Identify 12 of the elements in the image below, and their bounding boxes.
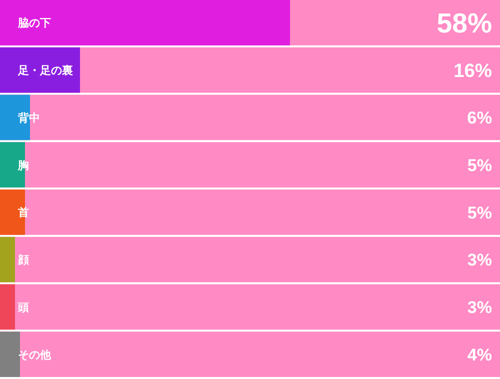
y-tick-label: 顔 xyxy=(17,254,29,267)
data-label: 5% xyxy=(467,156,492,175)
data-label: 3% xyxy=(467,298,492,318)
y-tick-label: 頭 xyxy=(17,300,29,314)
data-label: 6% xyxy=(467,108,492,128)
y-tick-label: 脇の下 xyxy=(17,16,51,30)
data-label: 3% xyxy=(467,250,492,270)
y-tick-label: 足・足の裏 xyxy=(17,64,73,78)
data-label: 58% xyxy=(436,8,492,39)
data-label: 5% xyxy=(467,203,492,222)
data-label: 16% xyxy=(454,60,492,82)
data-label: 4% xyxy=(467,345,492,364)
